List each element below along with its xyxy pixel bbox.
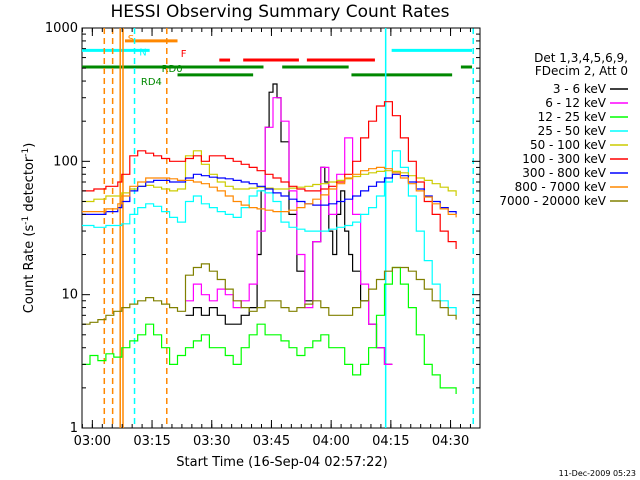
legend-entry: 300 - 800 keV bbox=[522, 166, 606, 180]
legend-header: FDecim 2, Att 0 bbox=[535, 64, 628, 78]
y-label-sup: -1 bbox=[21, 216, 31, 225]
x-axis-label: Start Time (16-Sep-04 02:57:22) bbox=[176, 455, 387, 470]
series-line bbox=[82, 263, 457, 325]
chart-title: HESSI Observing Summary Count Rates bbox=[110, 2, 449, 22]
flag-label: S bbox=[128, 34, 134, 45]
x-tick-label: 03:00 bbox=[74, 434, 111, 449]
x-tick-label: 03:30 bbox=[193, 434, 230, 449]
legend-entry: 6 - 12 keV bbox=[545, 96, 607, 110]
y-label-part: detector bbox=[22, 156, 37, 216]
x-axis: 03:00 03:15 03:30 03:45 04:00 04:15 04:30 bbox=[74, 28, 471, 449]
series-line bbox=[82, 150, 457, 316]
y-tick-label: 100 bbox=[53, 154, 78, 169]
y-tick-label: 10 bbox=[61, 288, 78, 303]
legend-header: Det 1,3,4,5,6,9, bbox=[534, 51, 628, 65]
y-axis-label: Count Rate (s-1 detector-1) bbox=[21, 143, 37, 314]
legend-entry: 100 - 300 keV bbox=[522, 152, 606, 166]
series-line bbox=[82, 150, 457, 203]
y-tick-label: 1 bbox=[70, 421, 78, 436]
y-label-part: ) bbox=[22, 143, 37, 148]
plot-frame bbox=[81, 27, 481, 429]
y-tick-label: 1000 bbox=[45, 21, 78, 36]
legend-entry: 7000 - 20000 keV bbox=[499, 194, 606, 208]
flag-label: F bbox=[181, 49, 187, 60]
legend: Det 1,3,4,5,6,9,FDecim 2, Att 0 3 - 6 keV… bbox=[499, 51, 628, 208]
legend-entry: 3 - 6 keV bbox=[553, 82, 607, 96]
x-tick-label: 04:30 bbox=[432, 434, 469, 449]
y-axis: 1 10 100 1000 bbox=[45, 21, 480, 436]
y-label-part: Count Rate (s bbox=[22, 225, 37, 314]
flag-label: RD4 bbox=[141, 77, 162, 88]
series-lines bbox=[82, 83, 457, 394]
timestamp: 11-Dec-2009 05:23 bbox=[559, 469, 636, 478]
vertical-lines bbox=[103, 28, 474, 428]
x-tick-label: 03:45 bbox=[253, 434, 290, 449]
series-line bbox=[82, 101, 457, 249]
series-line bbox=[82, 166, 457, 218]
series-line bbox=[185, 97, 393, 365]
legend-entry: 50 - 100 keV bbox=[530, 138, 607, 152]
legend-entry: 800 - 7000 keV bbox=[515, 180, 607, 194]
legend-entry: 25 - 50 keV bbox=[538, 124, 607, 138]
flag-label: RD0 bbox=[162, 64, 183, 75]
flag-label: N bbox=[139, 47, 146, 58]
x-tick-label: 04:00 bbox=[312, 434, 349, 449]
series-line bbox=[82, 266, 457, 394]
x-tick-label: 04:15 bbox=[372, 434, 409, 449]
legend-entry: 12 - 25 keV bbox=[538, 110, 607, 124]
y-label-sup: -1 bbox=[21, 148, 31, 157]
x-tick-label: 03:15 bbox=[133, 434, 170, 449]
